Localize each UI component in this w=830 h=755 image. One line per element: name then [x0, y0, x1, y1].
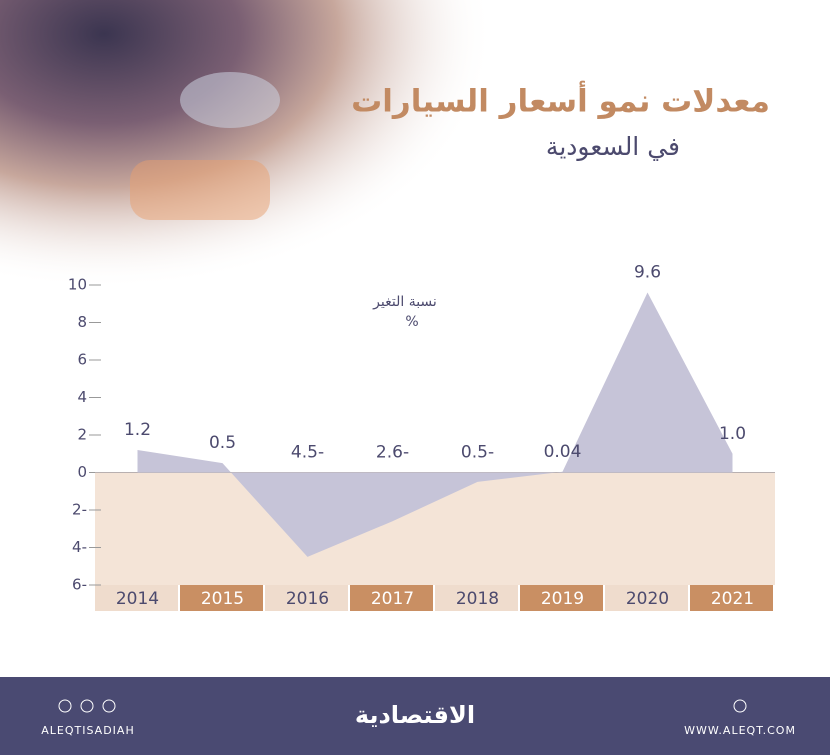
x-tick-label: 2020 [626, 589, 669, 609]
value-label: 1.0 [719, 424, 746, 444]
subtitle: في السعودية [546, 132, 680, 161]
value-label: 0.5- [461, 443, 494, 463]
y-tick-label: 0 [77, 463, 87, 481]
x-tick-label: 2017 [371, 589, 414, 609]
year-box [520, 585, 603, 611]
y-tick-label: 2- [72, 501, 87, 519]
year-box [605, 585, 688, 611]
x-tick-label: 2021 [711, 589, 754, 609]
value-label: 1.2 [124, 420, 151, 440]
area [137, 292, 733, 557]
title: معدلات نمو أسعار السيارات [351, 81, 770, 120]
y-tick-label: 4- [72, 538, 87, 556]
y-tick-label: 10 [68, 276, 87, 294]
headlight [180, 72, 280, 128]
value-label: 2.6- [376, 443, 409, 463]
facebook-icon [80, 699, 94, 713]
y-tick-label: 4 [77, 388, 87, 406]
instagram-icon [58, 699, 72, 713]
value-label: 9.6 [634, 263, 661, 283]
year-box [265, 585, 348, 611]
year-box [350, 585, 433, 611]
x-tick-label: 2019 [541, 589, 584, 609]
year-box [180, 585, 263, 611]
footer-bar [0, 677, 830, 755]
x-tick-label: 2016 [286, 589, 329, 609]
year-box [435, 585, 518, 611]
value-label: 4.5- [291, 443, 324, 463]
value-label: 0.04 [544, 442, 582, 462]
footer-website: WWW.ALEQT.COM [684, 724, 796, 737]
x-tick-label: 2014 [116, 589, 159, 609]
value-label: 0.5 [209, 433, 236, 453]
footer-handle: ALEQTISADIAH [41, 724, 134, 737]
year-box [95, 585, 178, 611]
fog-light [130, 160, 270, 220]
year-box [690, 585, 773, 611]
y-tick-label: 6 [77, 351, 87, 369]
x-tick-label: 2015 [201, 589, 244, 609]
x-tick-label: 2018 [456, 589, 499, 609]
y-axis-label: نسبة التغير [372, 294, 437, 310]
footer-brand: الاقتصادية [355, 701, 475, 729]
twitter-icon [102, 699, 116, 713]
web-icon [733, 699, 747, 713]
y-tick-label: 2 [77, 426, 87, 444]
y-tick-label: 8 [77, 313, 87, 331]
y-axis-unit: % [405, 314, 418, 330]
y-tick-label: 6- [72, 576, 87, 594]
